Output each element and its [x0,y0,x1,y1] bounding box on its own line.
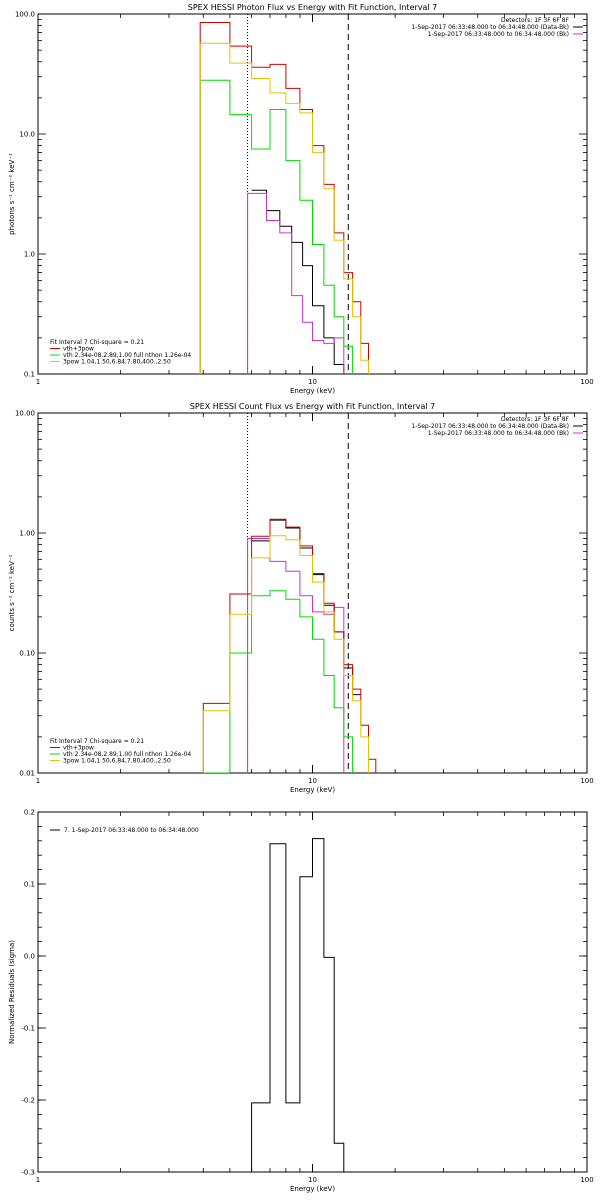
y-tick-label: -0.1 [21,1025,35,1033]
legend-bottom-text: vth 2.34e-08,2.89,1.00 full nthon 1.26e-… [63,352,191,359]
x-axis-label: Energy (keV) [290,1185,335,1193]
y-tick-label: 10.0 [19,131,35,139]
plot-frame [37,13,588,375]
series-line-residuals [251,838,345,1172]
x-tick-label: 100 [580,1176,593,1184]
y-tick-label: 1.0 [24,251,35,259]
x-tick-label: 10 [308,1176,317,1184]
legend-bottom-text: vth+3pow [63,745,94,752]
chart-title: SPEX HESSI Photon Flux vs Energy with Fi… [188,3,438,12]
y-tick-label: -0.3 [21,1169,35,1177]
x-tick-label: 100 [580,777,593,785]
chart-panel-2: 1 10 100 0.01 0.10 1.00 10.00 SPEX HESSI Count … [8,402,594,794]
series-line-vth-3pow [199,22,369,374]
y-tick-label: 0.10 [19,650,35,658]
legend-bottom-text: vth+3pow [63,346,94,353]
chart-panel-3: 1 10 100 -0.3 -0.2 -0.1 0.0 0.1 0.2 Energy (keV) N… [8,809,594,1194]
y-tick-label: 10.00 [15,410,35,418]
plot-frame [37,412,588,774]
x-tick-label: 1 [36,777,40,785]
series-line-3pow [199,42,369,374]
y-tick-label: 0.1 [24,371,35,379]
y-tick-label: 1.00 [19,530,35,538]
y-tick-label: -0.2 [21,1097,35,1105]
legend-top-text: 1-Sep-2017 06:33:48.000 to 06:34:48.000 … [428,31,569,38]
series-line-data-bk [251,519,361,696]
legend-top-text: Detectors: 1F 3F 6F 8F [501,416,570,423]
legend-text: 7. 1-Sep-2017 06:33:48.000 to 06:34:48.0… [64,827,199,834]
legend-bottom-text: Fit Interval 7 Chi-square = 0.21 [50,339,144,346]
series-line-vth [203,590,354,773]
legend-top-text: 1-Sep-2017 06:33:48.000 to 06:34:48.000 … [411,24,569,31]
series-line-bk [247,192,345,374]
y-tick-label: 100.0 [15,11,35,19]
y-tick-label: 0.01 [19,770,35,778]
y-axis-label: photons s⁻¹ cm⁻² keV⁻¹ [8,153,16,235]
legend-bottom-text: vth 2.34e-08,2.89,1.00 full nthon 1.26e-… [63,751,191,758]
chart-panel-1: 1 10 100 0.1 1.0 10.0 100.0 SPEX HESSI Photon F… [8,3,594,395]
series-line-vth [199,79,354,374]
chart-title: SPEX HESSI Count Flux vs Energy with Fit… [190,402,435,411]
series-group [199,22,369,374]
x-tick-label: 10 [308,378,317,386]
x-tick-label: 1 [36,378,40,386]
series-line-vth-3pow [202,518,377,773]
y-tick-label: 0.0 [24,953,35,961]
x-tick-label: 10 [308,777,317,785]
series-line-3pow [202,535,369,773]
legend-bottom-text: Fit Interval 7 Chi-square = 0.21 [50,738,144,745]
series-line-data-bk [251,189,345,374]
legend-bottom-text: 3pow 1.04,1.50,6.84,7.80,400.,2.50 [63,359,171,366]
legend-top-text: Detectors: 1F 3F 6F 8F [501,17,570,24]
legend-top-text: 1-Sep-2017 06:33:48.000 to 06:34:48.000 … [428,430,569,437]
series-group [251,838,345,1172]
x-axis-label: Energy (keV) [290,387,335,395]
series-line-bk [247,538,345,773]
y-axis-label: counts s⁻¹ cm⁻² keV⁻¹ [8,554,16,631]
y-tick-label: 0.2 [24,809,35,817]
legend-top-text: 1-Sep-2017 06:33:48.000 to 06:34:48.000 … [411,423,569,430]
series-group [202,518,377,773]
x-tick-label: 1 [36,1176,40,1184]
x-axis-label: Energy (keV) [290,786,335,794]
y-tick-label: 0.1 [24,881,35,889]
x-tick-label: 100 [580,378,593,386]
legend-bottom-text: 3pow 1.04,1.50,6.84,7.80,400.,2.50 [63,758,171,765]
y-axis-label: Normalized Residuals (sigma) [8,940,16,1044]
